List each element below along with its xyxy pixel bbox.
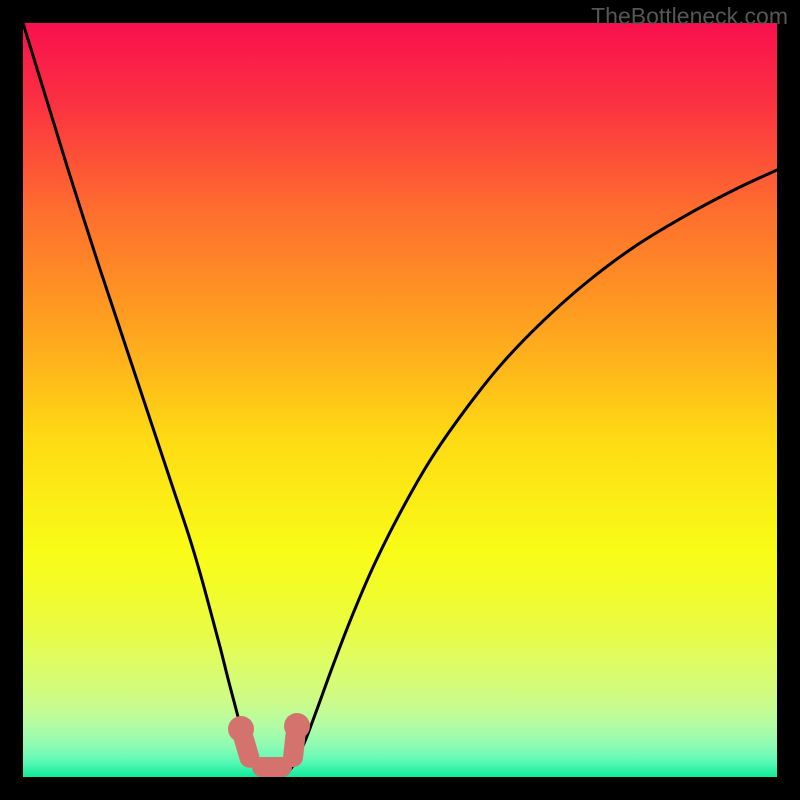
overlay-marker [284,713,310,739]
curve-layer [23,23,777,777]
bottleneck-curve [23,23,777,777]
overlay-marker [228,716,254,742]
plot-area [23,23,777,777]
figure-root: TheBottleneck.com [0,0,800,800]
watermark-text: TheBottleneck.com [591,3,788,30]
